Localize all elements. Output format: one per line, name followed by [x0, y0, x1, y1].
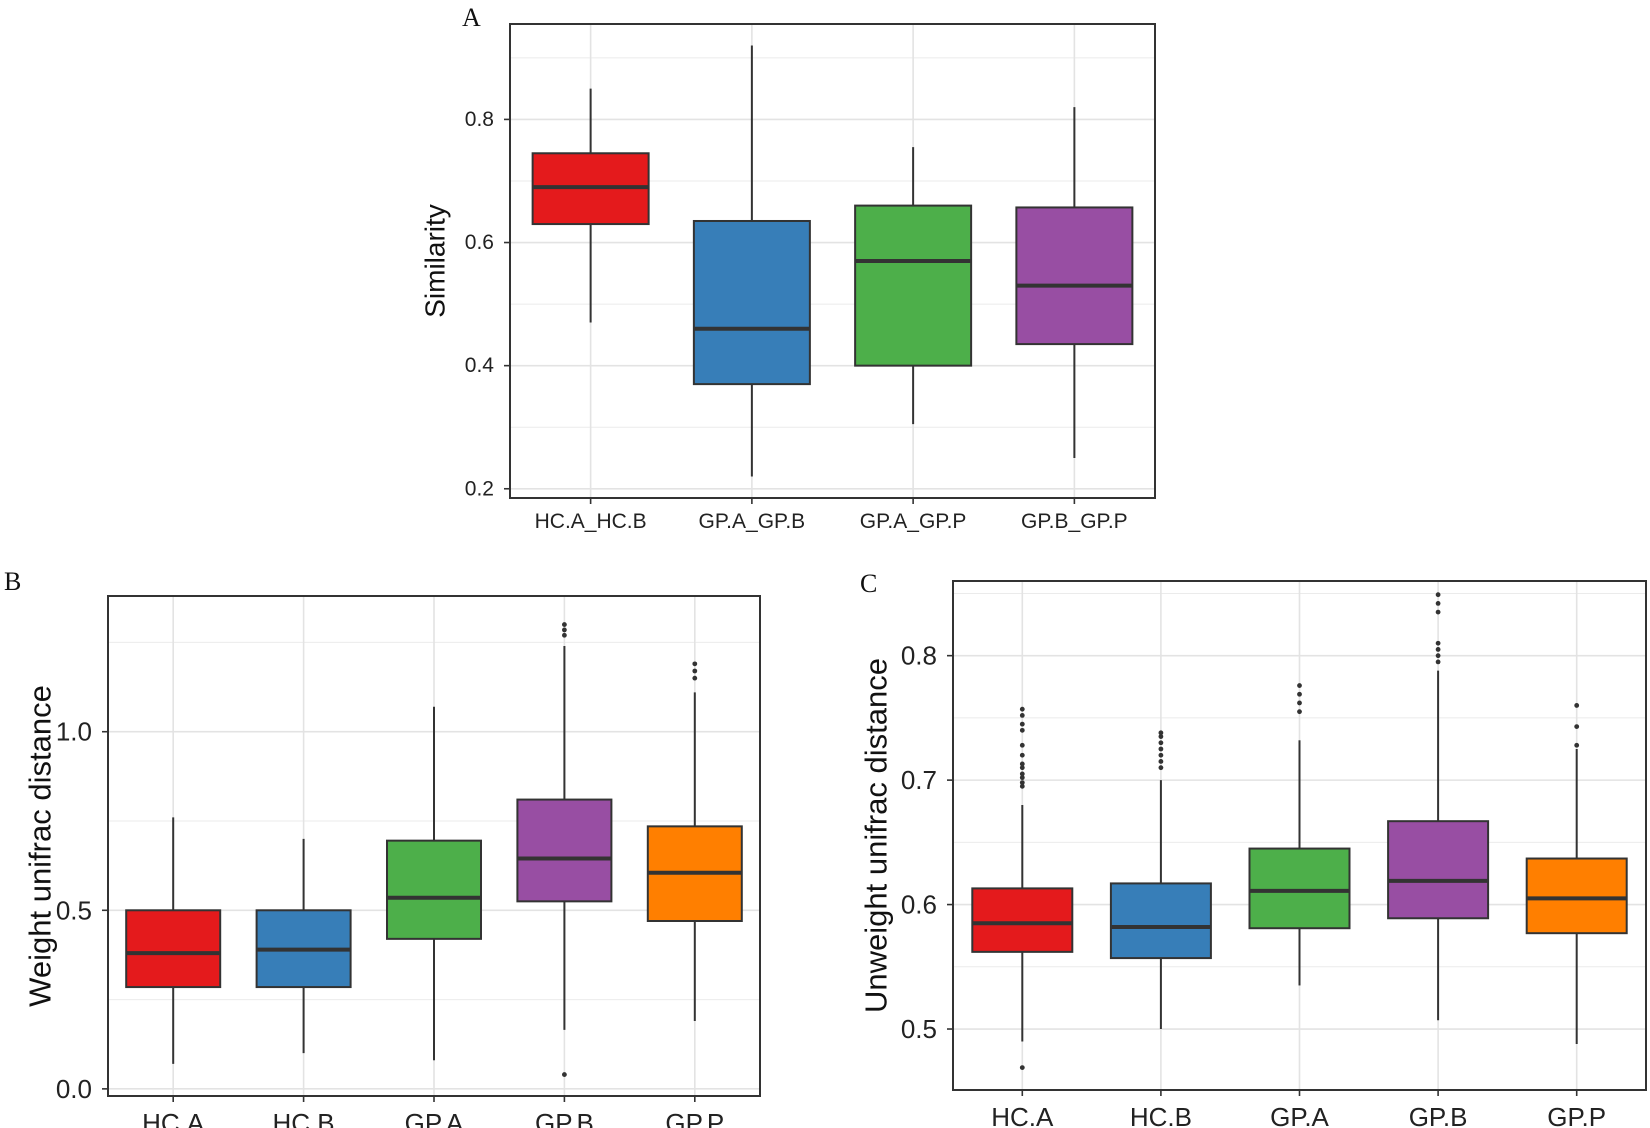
y-tick-label: 1.0 [56, 717, 92, 747]
box-gp-p [1525, 857, 1628, 935]
outlier-point-gp-p [1574, 724, 1580, 730]
outlier-point-gp-p [1574, 703, 1580, 708]
outlier-point-hc-b [1158, 730, 1164, 736]
outlier-point-gp-b [562, 1072, 567, 1077]
y-axis-title: Similarity [420, 204, 451, 318]
panel-b: B 0.0 0.5 1.0 HC.A HC.B GP.A GP.B GP.P Weight un… [4, 567, 761, 1128]
box-gp-a [386, 839, 482, 940]
x-tick-label: GP.P [1547, 1102, 1606, 1128]
outlier-point-gp-b [562, 632, 567, 638]
outlier-point-gp-b [1435, 647, 1441, 652]
y-tick-label: 0.8 [901, 641, 937, 671]
x-tick-label: GP.A_GP.P [860, 510, 967, 533]
outlier-point-gp-a [1297, 700, 1302, 706]
outlier-point-hc-a [1019, 752, 1025, 758]
panel-a-label: A [462, 3, 481, 32]
panel-c: C 0.5 0.6 0.7 0.8 HC.A HC.B GP.A GP.B GP.P Unweig… [859, 569, 1647, 1128]
outlier-point-hc-a [1019, 765, 1025, 771]
outlier-point-hc-a [1019, 775, 1025, 781]
outlier-point-gp-b [1435, 640, 1441, 646]
outlier-point-gp-b [1435, 653, 1441, 659]
box-gp-a-gp-b [692, 219, 811, 386]
box-gp-a-gp-p [854, 204, 973, 367]
outlier-point-hc-a [1019, 727, 1025, 733]
outlier-point-gp-b [1435, 592, 1441, 598]
outlier-point-hc-b [1158, 740, 1164, 746]
y-tick-label: 0.5 [901, 1014, 937, 1044]
panel-a: A 0.2 0.4 0.6 0.8 HC.A_HC.B GP.A_GP.B GP.A_GP.… [420, 3, 1156, 533]
chart-c: 0.5 0.6 0.7 0.8 HC.A HC.B GP.A GP.B GP.P Unweight… [859, 580, 1647, 1128]
outlier-point-gp-p [692, 675, 698, 681]
box-gp-b-gp-p [1015, 206, 1134, 346]
y-axis-title: Weight unifrac distance [23, 685, 58, 1007]
box-gp-a [1248, 847, 1351, 930]
outlier-point-gp-b [1435, 659, 1441, 665]
outlier-point-gp-p [1574, 742, 1580, 748]
panel-c-label: C [860, 569, 877, 598]
box-gp-b [1387, 820, 1490, 920]
x-tick-label: HC.A_HC.B [535, 510, 647, 533]
outlier-point-hc-b [1158, 746, 1164, 752]
x-tick-label: HC.B [1130, 1102, 1192, 1128]
x-tick-label: HC.B [273, 1108, 335, 1128]
outlier-point-hc-b [1158, 765, 1164, 771]
outlier-point-hc-a [1019, 1065, 1025, 1070]
x-tick-label: HC.A [991, 1102, 1054, 1128]
outlier-point-gp-a [1297, 683, 1302, 688]
x-tick-label: GP.A [1270, 1102, 1329, 1128]
outlier-point-hc-b [1158, 734, 1164, 739]
x-tick-label: GP.A [405, 1108, 464, 1128]
outlier-point-gp-a [1297, 691, 1302, 697]
outlier-point-gp-b [1435, 601, 1441, 606]
y-tick-label: 0.4 [465, 354, 495, 377]
outlier-point-hc-a [1019, 783, 1025, 789]
y-tick-label: 0.0 [56, 1074, 92, 1104]
box-hc-a [971, 887, 1074, 953]
outlier-point-hc-a [1019, 742, 1025, 748]
y-tick-label: 0.2 [465, 477, 494, 500]
outlier-point-hc-a [1019, 761, 1025, 767]
outlier-point-gp-a [1297, 709, 1302, 715]
outlier-point-gp-b [562, 622, 567, 627]
outlier-point-hc-a [1019, 706, 1025, 712]
box-gp-b [516, 798, 613, 903]
x-tick-label: GP.A_GP.B [699, 510, 806, 533]
y-tick-label: 0.6 [901, 890, 937, 920]
y-tick-label: 0.8 [465, 108, 494, 131]
x-tick-label: HC.A [142, 1108, 205, 1128]
x-tick-label: GP.B [1409, 1102, 1468, 1128]
outlier-point-hc-a [1019, 713, 1025, 718]
box-hc-b [1109, 882, 1212, 960]
outlier-point-gp-b [1435, 609, 1441, 615]
outlier-point-gp-b [562, 627, 567, 633]
outlier-point-hc-a [1019, 780, 1025, 786]
box-hc-a [125, 909, 222, 989]
outlier-point-gp-p [692, 661, 698, 667]
x-tick-label: GP.B [535, 1108, 594, 1128]
outlier-point-hc-b [1158, 752, 1164, 758]
outlier-point-hc-a [1019, 721, 1025, 727]
outlier-point-hc-a [1019, 771, 1025, 777]
y-axis-title: Unweight unifrac distance [859, 658, 894, 1013]
panel-b-label: B [4, 567, 21, 596]
outlier-point-gp-p [692, 668, 698, 674]
chart-b: 0.0 0.5 1.0 HC.A HC.B GP.A GP.B GP.P Weight unif… [23, 595, 761, 1128]
x-tick-label: GP.B_GP.P [1021, 510, 1128, 533]
y-tick-label: 0.7 [901, 765, 937, 795]
y-tick-label: 0.6 [465, 231, 494, 254]
panel-a-border [509, 23, 1156, 499]
y-tick-label: 0.5 [56, 895, 92, 925]
chart-a: 0.2 0.4 0.6 0.8 HC.A_HC.B GP.A_GP.B GP.A_GP.P G… [420, 23, 1156, 533]
x-tick-label: GP.P [665, 1108, 724, 1128]
outlier-point-hc-b [1158, 759, 1164, 764]
